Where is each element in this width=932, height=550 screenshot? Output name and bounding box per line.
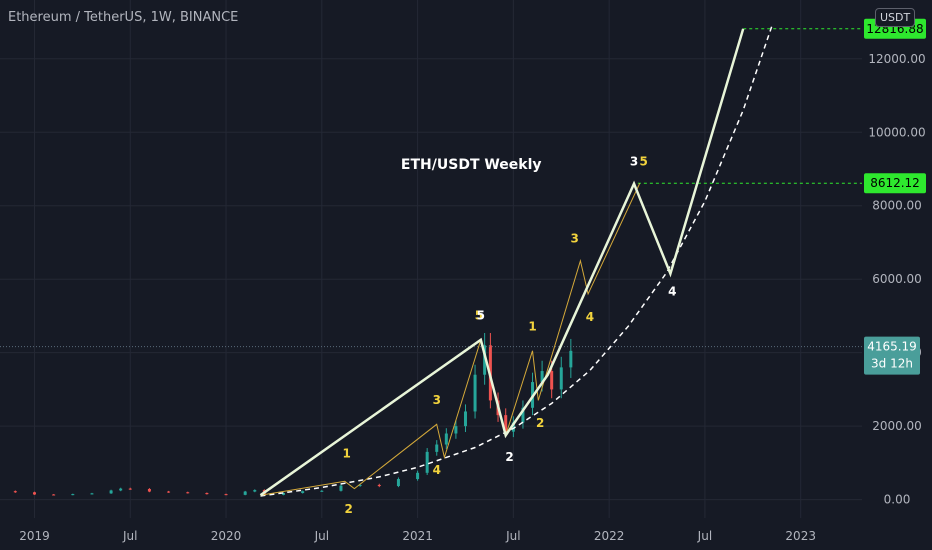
price-candle-body: [282, 493, 286, 495]
x-tick-label: 2022: [594, 529, 625, 543]
x-tick-label: Jul: [314, 529, 329, 543]
price-candle-body: [339, 485, 343, 491]
x-tick-label: 2019: [19, 529, 50, 543]
price-candle-body: [167, 491, 171, 493]
price-candle-body: [444, 433, 448, 445]
projection-curve: [260, 25, 773, 497]
price-candle-body: [463, 411, 467, 427]
wave-label: 4: [586, 310, 594, 324]
y-tick-label: 0.00: [884, 493, 911, 507]
x-tick-label: Jul: [505, 529, 520, 543]
price-candle-body: [511, 422, 515, 432]
price-candle-body: [550, 371, 554, 390]
target-price-tag: [864, 173, 926, 194]
current-price-label: 4165.19: [867, 340, 917, 354]
wave-label: 1: [528, 320, 536, 334]
price-candle-body: [13, 491, 17, 493]
chart-overlays: [0, 25, 862, 497]
price-candle-body: [559, 367, 563, 390]
price-candle-body: [454, 426, 458, 434]
wave-label: 2: [505, 450, 513, 464]
wave-label: 1: [343, 446, 351, 460]
price-candle-body: [435, 444, 439, 452]
y-tick-label: 12000.00: [868, 52, 925, 66]
countdown-label: 3d 12h: [871, 357, 913, 371]
y-tick-label: 8000.00: [872, 199, 922, 213]
y-tick-label: 2000.00: [872, 419, 922, 433]
price-candle-body: [396, 479, 400, 487]
sub-wave-path: [260, 339, 482, 496]
price-candle-body: [377, 484, 381, 487]
price-candle-body: [253, 490, 257, 492]
wave-label: 3: [570, 231, 578, 245]
axes: 0.002000.004000.006000.008000.0010000.00…: [19, 18, 926, 543]
price-candle-body: [425, 451, 429, 473]
price-candle-body: [416, 472, 420, 480]
y-tick-label: 10000.00: [868, 125, 925, 139]
price-candle-body: [205, 493, 209, 495]
price-candle-body: [540, 371, 544, 383]
annotations: 123455212343545ETH/USDT Weekly: [343, 154, 677, 516]
price-candle-body: [320, 490, 324, 492]
price-candle-body: [147, 488, 151, 492]
price-candle-body: [504, 415, 508, 432]
wave-label: 4: [668, 285, 676, 299]
main-wave-path: [259, 28, 745, 497]
currency-selector-button[interactable]: USDT: [875, 8, 916, 27]
price-candle-body: [52, 494, 56, 496]
x-tick-label: 2023: [785, 529, 816, 543]
x-tick-label: 2021: [402, 529, 433, 543]
price-candle-body: [473, 374, 477, 412]
chart-title: ETH/USDT Weekly: [401, 157, 542, 173]
wave-label: 2: [344, 502, 352, 516]
wave-label: 5: [477, 309, 485, 323]
wave-label: 3: [630, 154, 638, 168]
price-candle-body: [186, 492, 190, 494]
price-candle-body: [32, 492, 36, 495]
current-price-tag: [864, 336, 920, 375]
wave-label: 5: [639, 154, 647, 168]
price-candle-body: [243, 491, 247, 495]
price-candle-body: [128, 488, 132, 490]
price-candle-body: [109, 490, 113, 494]
price-candle-body: [521, 407, 525, 423]
wave-label: 5: [475, 309, 483, 323]
target-price-label: 8612.12: [870, 176, 920, 190]
chart-header-title: Ethereum / TetherUS, 1W, BINANCE: [8, 10, 239, 25]
price-candle-body: [90, 493, 94, 495]
price-candle-body: [119, 488, 123, 491]
x-tick-label: 2020: [211, 529, 242, 543]
x-tick-label: Jul: [697, 529, 712, 543]
price-candle-body: [301, 491, 305, 494]
price-candle-body: [224, 494, 228, 496]
wave-label: 4: [433, 463, 441, 477]
x-tick-label: Jul: [122, 529, 137, 543]
price-candle-body: [483, 345, 487, 375]
wave-label: 3: [433, 393, 441, 407]
sub-wave-path: [505, 182, 641, 436]
grid: [0, 0, 862, 518]
y-tick-label: 6000.00: [872, 272, 922, 286]
price-candle-body: [358, 484, 362, 486]
price-candle-body: [71, 494, 75, 496]
price-candle-body: [569, 350, 573, 368]
wave-label: 2: [536, 416, 544, 430]
